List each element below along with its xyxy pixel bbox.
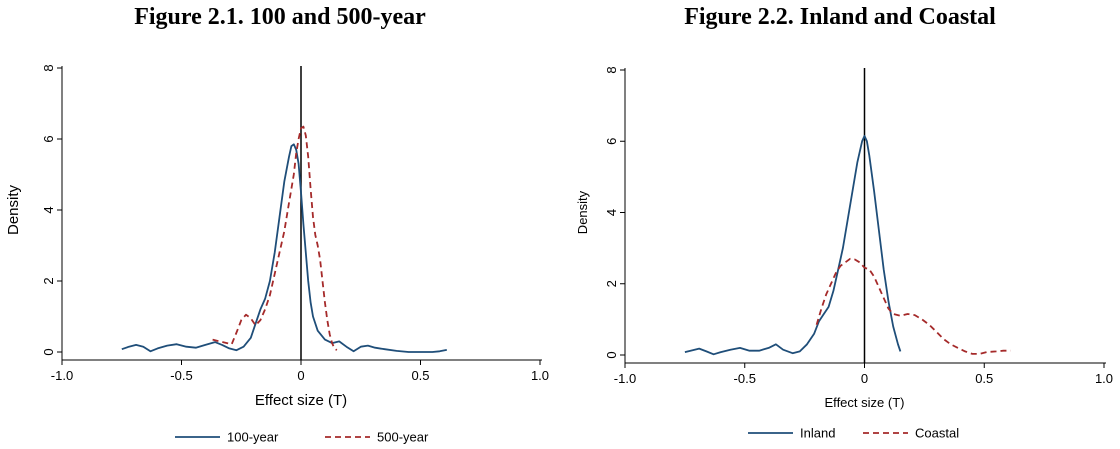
series-line-500-year — [212, 125, 338, 351]
y-tick-label: 6 — [604, 138, 619, 145]
y-tick-label: 4 — [604, 209, 619, 216]
y-tick-label: 8 — [604, 66, 619, 73]
x-tick-label: 0 — [861, 371, 868, 386]
x-tick-label: -0.5 — [170, 368, 192, 383]
y-tick-label: 4 — [41, 206, 56, 213]
legend-label: Inland — [800, 426, 835, 441]
legend-label: 100-year — [227, 430, 279, 445]
y-tick-label: 2 — [41, 277, 56, 284]
panel-title-right: Figure 2.2. Inland and Coastal — [684, 4, 996, 30]
panel-title-left: Figure 2.1. 100 and 500-year — [134, 4, 426, 30]
series-line-inland — [684, 135, 902, 356]
x-tick-label: 0.5 — [411, 368, 429, 383]
y-tick-label: 6 — [41, 135, 56, 142]
y-axis-title: Density — [575, 190, 590, 234]
y-tick-label: 2 — [604, 280, 619, 287]
x-tick-label: -1.0 — [51, 368, 73, 383]
chart-panel-left: 0 2 4 6 8 -1.0 -0.5 0 0.5 1.0 Density Effect size (… — [5, 64, 549, 444]
y-tick-label: 0 — [604, 351, 619, 358]
x-tick-label: 1.0 — [1095, 371, 1113, 386]
x-tick-label: -1.0 — [614, 371, 636, 386]
x-axis-title: Effect size (T) — [255, 392, 347, 409]
x-tick-label: 1.0 — [531, 368, 549, 383]
legend-label: 500-year — [377, 430, 429, 445]
series-line-coastal — [815, 257, 1011, 355]
chart-panel-right: 0 2 4 6 8 -1.0 -0.5 0 0.5 1.0 Density Effect size (… — [575, 66, 1113, 440]
y-tick-label: 8 — [41, 64, 56, 71]
y-axis-title: Density — [5, 184, 22, 235]
y-tick-label: 0 — [41, 348, 56, 355]
series-line-100-year — [121, 143, 447, 353]
legend-label: Coastal — [915, 426, 959, 441]
x-axis-title: Effect size (T) — [825, 395, 905, 410]
x-tick-label: 0.5 — [975, 371, 993, 386]
x-tick-label: -0.5 — [734, 371, 756, 386]
x-tick-label: 0 — [297, 368, 304, 383]
